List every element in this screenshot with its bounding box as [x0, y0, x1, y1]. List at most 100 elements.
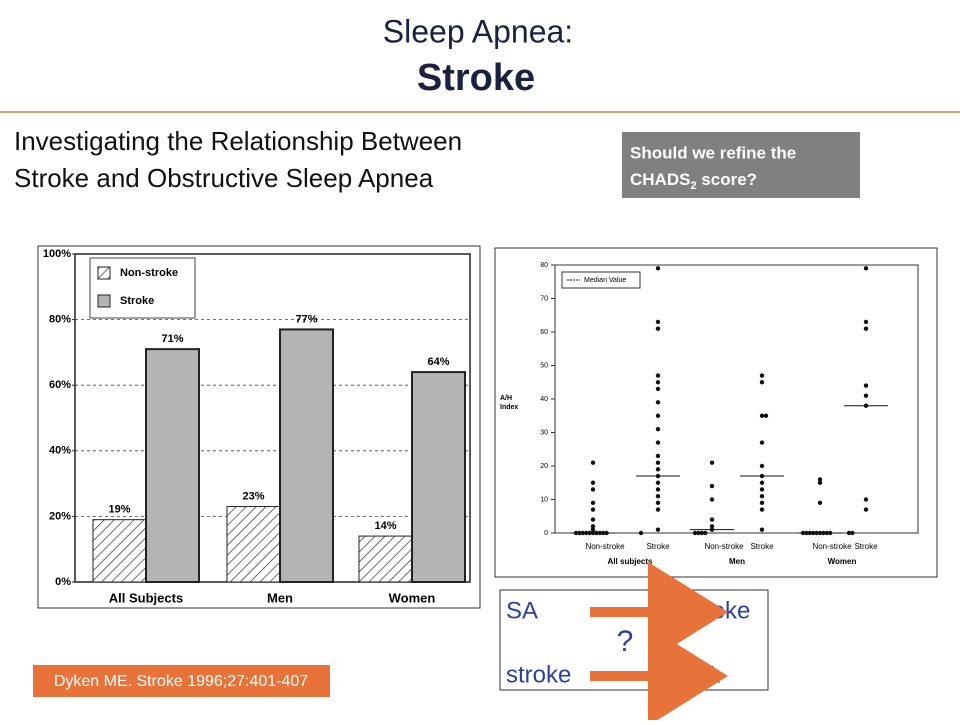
- y-tick-label: 10: [540, 496, 548, 503]
- y-tick-label: 50: [540, 362, 548, 369]
- bar: [279, 328, 334, 583]
- x-tick-label: Women: [389, 590, 436, 605]
- data-point: [846, 530, 852, 536]
- value-label: 14%: [374, 520, 396, 532]
- y-tick-label: 40%: [49, 445, 71, 457]
- data-point: [590, 500, 596, 506]
- callout-box: [622, 132, 860, 198]
- subtitle: Stroke: [417, 57, 535, 99]
- x-tick-label: Stroke: [646, 542, 670, 551]
- x-tick-label: Non-stroke: [812, 542, 852, 551]
- data-point: [655, 493, 661, 499]
- callout-text: Should we refine the: [630, 143, 796, 162]
- data-point: [759, 463, 765, 469]
- data-point: [863, 319, 869, 325]
- x-tick-label: Men: [267, 590, 293, 605]
- heading-line: Stroke and Obstructive Sleep Apnea: [14, 163, 434, 193]
- value-label: 77%: [295, 313, 317, 325]
- y-tick-label: 70: [540, 295, 548, 302]
- data-point: [759, 480, 765, 485]
- data-point: [759, 527, 765, 532]
- data-point: [763, 413, 769, 418]
- data-point: [655, 487, 661, 492]
- data-point: [759, 500, 765, 506]
- data-point: [590, 507, 596, 512]
- flow-text: stroke: [506, 661, 571, 688]
- flow-text: stroke: [685, 597, 750, 624]
- data-point: [655, 480, 661, 485]
- data-point: [817, 477, 823, 482]
- data-point: [703, 530, 708, 536]
- data-point: [655, 507, 661, 512]
- data-point: [699, 530, 704, 536]
- x-tick-label: All Subjects: [109, 590, 183, 605]
- value-label: 23%: [242, 490, 264, 502]
- y-tick-label: 60: [540, 329, 548, 336]
- value-label: 71%: [161, 333, 183, 345]
- bar: [358, 535, 413, 583]
- data-point: [655, 413, 661, 418]
- data-point: [759, 380, 765, 385]
- citation-box: [33, 665, 330, 697]
- data-point: [709, 517, 715, 522]
- value-label: 64%: [427, 356, 449, 368]
- data-point: [655, 400, 661, 405]
- data-point: [709, 483, 715, 489]
- legend-label: Median Value: [584, 277, 626, 284]
- data-point: [655, 500, 661, 506]
- data-point: [863, 507, 869, 512]
- legend-box: [561, 271, 641, 289]
- y-tick-label: 0%: [55, 576, 71, 588]
- strip-chart-frame: [494, 247, 938, 578]
- data-point: [817, 480, 823, 485]
- y-axis-label: A/H: [500, 395, 512, 402]
- bar: [145, 348, 200, 583]
- data-point: [655, 373, 661, 378]
- x-tick-label: Stroke: [854, 542, 878, 551]
- y-tick-label: 80: [540, 262, 548, 269]
- y-tick-label: 100%: [43, 248, 71, 260]
- data-point: [655, 326, 661, 331]
- bar: [92, 519, 147, 583]
- data-point: [655, 527, 661, 532]
- y-tick-label: 80%: [49, 314, 71, 326]
- data-point: [817, 500, 823, 506]
- data-point: [655, 440, 661, 445]
- data-point: [863, 326, 869, 331]
- y-axis-label: Index: [500, 404, 518, 411]
- y-tick-label: 20%: [49, 510, 71, 522]
- data-point: [759, 507, 765, 512]
- data-point: [696, 530, 701, 536]
- y-tick-label: 60%: [49, 379, 71, 391]
- data-point: [655, 266, 661, 271]
- legend-swatch: [97, 294, 111, 308]
- citation: Dyken ME. Stroke 1996;27:401-407: [54, 673, 308, 690]
- value-label: 19%: [108, 504, 130, 516]
- data-point: [863, 393, 869, 398]
- data-point: [863, 266, 869, 271]
- group-label: Men: [729, 557, 745, 566]
- x-tick-label: Non-stroke: [585, 542, 625, 551]
- data-point: [655, 386, 661, 392]
- data-point: [863, 497, 869, 502]
- data-point: [590, 527, 596, 532]
- data-point: [709, 524, 715, 529]
- group-label: All subjects: [608, 557, 653, 566]
- data-point: [655, 426, 661, 432]
- legend-label: Non-stroke: [120, 267, 178, 279]
- data-point: [692, 530, 698, 536]
- bar-chart: 0% 20% 40% 60% 80% 100% All Subjects 19% 71% Men 2…: [43, 248, 471, 605]
- data-point: [638, 530, 644, 536]
- legend-label: Stroke: [120, 295, 154, 307]
- data-point: [590, 480, 596, 485]
- data-point: [709, 460, 715, 465]
- data-point: [655, 467, 661, 472]
- data-point: [759, 493, 765, 499]
- flow-text: SA: [506, 597, 538, 624]
- x-tick-label: Stroke: [750, 542, 774, 551]
- bar: [411, 371, 466, 583]
- title: Sleep Apnea:: [383, 13, 573, 49]
- data-point: [655, 319, 661, 325]
- y-tick-label: 40: [540, 396, 548, 403]
